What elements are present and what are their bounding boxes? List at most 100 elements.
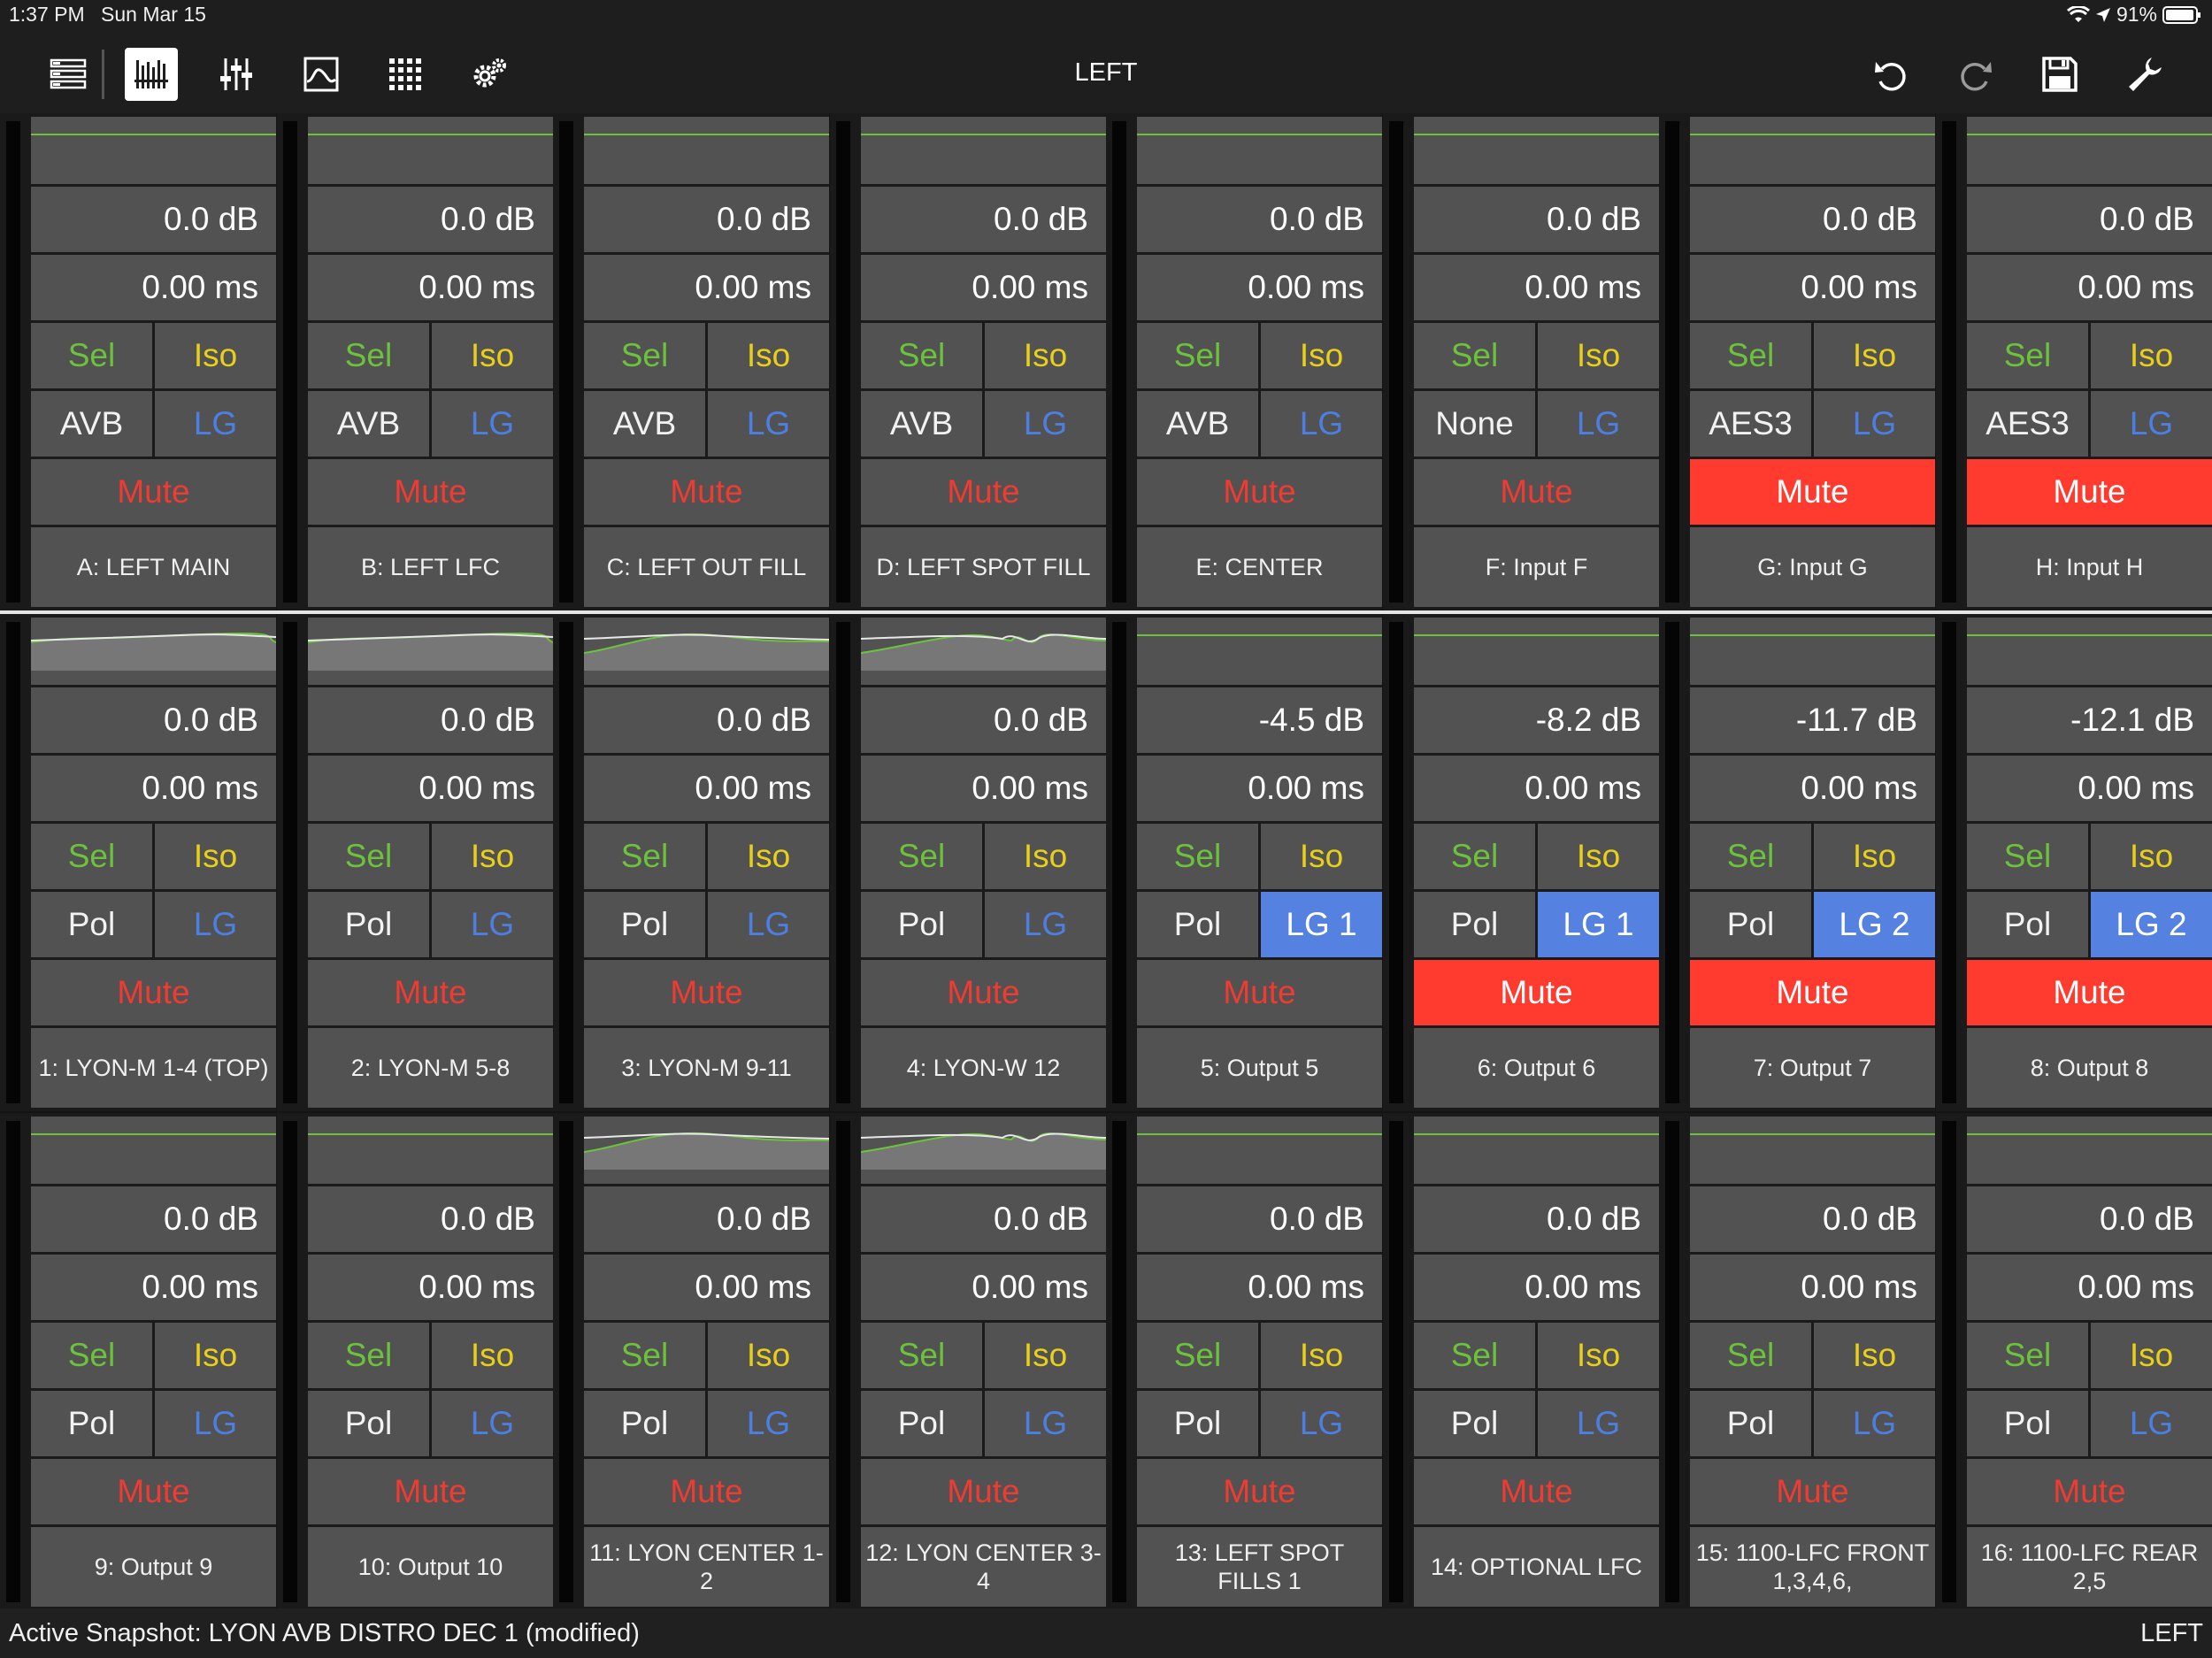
redo-icon[interactable]: [1949, 48, 2002, 101]
delay-value[interactable]: 0.00 ms: [308, 255, 553, 320]
delay-value[interactable]: 0.00 ms: [1967, 1255, 2212, 1320]
link-group-button[interactable]: LG: [2091, 391, 2212, 457]
polarity-button[interactable]: Pol: [1137, 892, 1258, 957]
select-button[interactable]: Sel: [308, 824, 429, 889]
polarity-button[interactable]: Pol: [861, 892, 982, 957]
channel-name[interactable]: H: Input H: [1967, 527, 2212, 607]
delay-value[interactable]: 0.00 ms: [1137, 255, 1382, 320]
delay-value[interactable]: 0.00 ms: [31, 1255, 276, 1320]
gain-value[interactable]: 0.0 dB: [584, 687, 829, 753]
channel-name[interactable]: 3: LYON-M 9-11: [584, 1028, 829, 1108]
isolate-button[interactable]: Iso: [155, 323, 276, 388]
polarity-button[interactable]: Pol: [1137, 1391, 1258, 1456]
isolate-button[interactable]: Iso: [985, 1323, 1106, 1388]
eq-preview[interactable]: [1690, 618, 1935, 685]
gain-value[interactable]: 0.0 dB: [1414, 1186, 1659, 1252]
eq-preview[interactable]: [31, 1117, 276, 1184]
gain-value[interactable]: 0.0 dB: [31, 1186, 276, 1252]
select-button[interactable]: Sel: [1967, 323, 2088, 388]
channel-name[interactable]: F: Input F: [1414, 527, 1659, 607]
isolate-button[interactable]: Iso: [2091, 824, 2212, 889]
polarity-button[interactable]: Pol: [308, 892, 429, 957]
isolate-button[interactable]: Iso: [2091, 323, 2212, 388]
link-group-button[interactable]: LG: [1261, 391, 1382, 457]
isolate-button[interactable]: Iso: [1261, 824, 1382, 889]
delay-value[interactable]: 0.00 ms: [584, 1255, 829, 1320]
isolate-button[interactable]: Iso: [1814, 1323, 1935, 1388]
channel-name[interactable]: 14: OPTIONAL LFC: [1414, 1527, 1659, 1607]
eq-preview[interactable]: [584, 618, 829, 685]
gain-value[interactable]: -8.2 dB: [1414, 687, 1659, 753]
gain-value[interactable]: 0.0 dB: [1414, 187, 1659, 252]
polarity-button[interactable]: Pol: [1690, 892, 1811, 957]
select-button[interactable]: Sel: [1967, 824, 2088, 889]
delay-value[interactable]: 0.00 ms: [861, 255, 1106, 320]
select-button[interactable]: Sel: [31, 824, 152, 889]
delay-value[interactable]: 0.00 ms: [1137, 756, 1382, 821]
polarity-button[interactable]: Pol: [31, 1391, 152, 1456]
select-button[interactable]: Sel: [31, 323, 152, 388]
eq-preview[interactable]: [1967, 1117, 2212, 1184]
eq-preview[interactable]: [861, 1117, 1106, 1184]
select-button[interactable]: Sel: [1137, 1323, 1258, 1388]
isolate-button[interactable]: Iso: [432, 824, 553, 889]
link-group-button[interactable]: LG 2: [2091, 892, 2212, 957]
link-group-button[interactable]: LG 1: [1261, 892, 1382, 957]
mute-button[interactable]: Mute: [1690, 960, 1935, 1025]
isolate-button[interactable]: Iso: [432, 323, 553, 388]
isolate-button[interactable]: Iso: [708, 323, 829, 388]
link-group-button[interactable]: LG: [985, 391, 1106, 457]
polarity-button[interactable]: Pol: [584, 1391, 705, 1456]
eq-preview[interactable]: [861, 117, 1106, 184]
isolate-button[interactable]: Iso: [155, 1323, 276, 1388]
eq-preview[interactable]: [1414, 117, 1659, 184]
link-group-button[interactable]: LG: [985, 892, 1106, 957]
eq-preview[interactable]: [1414, 618, 1659, 685]
input-source-button[interactable]: AES3: [1967, 391, 2088, 457]
select-button[interactable]: Sel: [1414, 323, 1535, 388]
eq-preview[interactable]: [1137, 1117, 1382, 1184]
link-group-button[interactable]: LG: [1814, 391, 1935, 457]
select-button[interactable]: Sel: [861, 824, 982, 889]
delay-value[interactable]: 0.00 ms: [1137, 1255, 1382, 1320]
mute-button[interactable]: Mute: [1967, 1459, 2212, 1524]
channel-strips-icon[interactable]: [125, 48, 178, 101]
channel-name[interactable]: A: LEFT MAIN: [31, 527, 276, 607]
link-group-button[interactable]: LG 2: [1814, 892, 1935, 957]
isolate-button[interactable]: Iso: [432, 1323, 553, 1388]
channel-name[interactable]: 5: Output 5: [1137, 1028, 1382, 1108]
isolate-button[interactable]: Iso: [1538, 824, 1659, 889]
polarity-button[interactable]: Pol: [584, 892, 705, 957]
link-group-button[interactable]: LG: [1261, 1391, 1382, 1456]
mute-button[interactable]: Mute: [31, 1459, 276, 1524]
select-button[interactable]: Sel: [1414, 824, 1535, 889]
gain-value[interactable]: 0.0 dB: [1137, 1186, 1382, 1252]
link-group-button[interactable]: LG: [1538, 1391, 1659, 1456]
mute-button[interactable]: Mute: [1967, 960, 2212, 1025]
select-button[interactable]: Sel: [861, 1323, 982, 1388]
gain-value[interactable]: 0.0 dB: [861, 187, 1106, 252]
input-source-button[interactable]: AVB: [31, 391, 152, 457]
gain-value[interactable]: 0.0 dB: [31, 187, 276, 252]
save-icon[interactable]: [2033, 48, 2086, 101]
gain-value[interactable]: 0.0 dB: [861, 1186, 1106, 1252]
mute-button[interactable]: Mute: [584, 960, 829, 1025]
delay-value[interactable]: 0.00 ms: [31, 756, 276, 821]
channel-name[interactable]: D: LEFT SPOT FILL: [861, 527, 1106, 607]
link-group-button[interactable]: LG: [2091, 1391, 2212, 1456]
link-group-button[interactable]: LG: [1538, 391, 1659, 457]
channel-name[interactable]: 6: Output 6: [1414, 1028, 1659, 1108]
polarity-button[interactable]: Pol: [31, 892, 152, 957]
channel-name[interactable]: E: CENTER: [1137, 527, 1382, 607]
channel-name[interactable]: 1: LYON-M 1-4 (TOP): [31, 1028, 276, 1108]
gain-value[interactable]: 0.0 dB: [308, 187, 553, 252]
gain-value[interactable]: 0.0 dB: [1137, 187, 1382, 252]
mute-button[interactable]: Mute: [1414, 459, 1659, 525]
gain-value[interactable]: -12.1 dB: [1967, 687, 2212, 753]
link-group-button[interactable]: LG: [708, 1391, 829, 1456]
gain-value[interactable]: 0.0 dB: [861, 687, 1106, 753]
mute-button[interactable]: Mute: [1137, 459, 1382, 525]
input-source-button[interactable]: None: [1414, 391, 1535, 457]
gain-value[interactable]: 0.0 dB: [584, 1186, 829, 1252]
select-button[interactable]: Sel: [584, 323, 705, 388]
